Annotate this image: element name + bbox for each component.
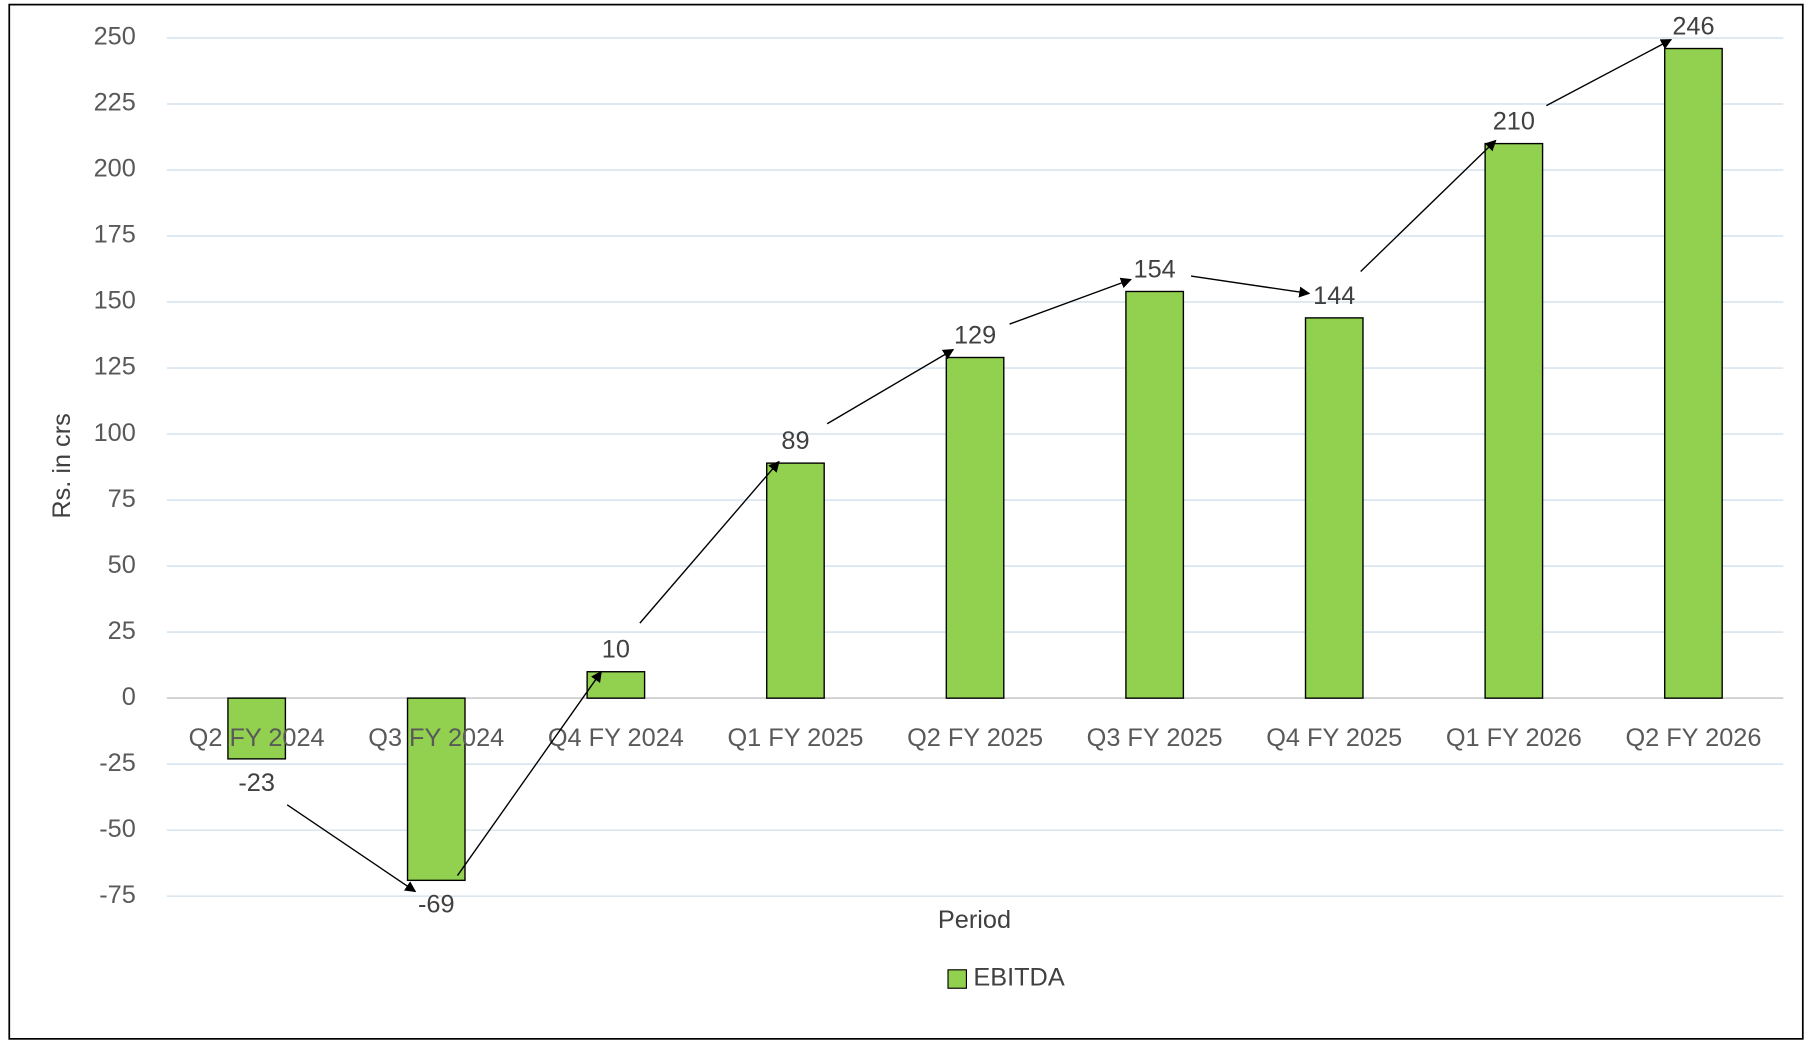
legend-swatch <box>947 969 967 989</box>
trend-arrow <box>1546 39 1673 107</box>
data-label: 246 <box>1672 13 1714 41</box>
bar <box>406 697 466 882</box>
y-tick-label: 100 <box>94 419 136 447</box>
bar <box>945 356 1005 699</box>
y-tick-label: -75 <box>99 881 136 909</box>
data-label: 89 <box>781 427 809 455</box>
y-tick-label: 0 <box>122 683 136 711</box>
data-label: 129 <box>954 321 996 349</box>
data-label: 154 <box>1134 255 1176 283</box>
data-label: -69 <box>418 890 455 918</box>
trend-arrow <box>456 670 602 876</box>
y-tick-label: 225 <box>94 89 136 117</box>
x-tick-label: Q3 FY 2025 <box>1087 724 1223 752</box>
data-label: 210 <box>1493 108 1535 136</box>
x-tick-label: Q3 FY 2024 <box>368 724 504 752</box>
data-label: 10 <box>602 636 630 664</box>
y-tick-label: 75 <box>108 485 136 513</box>
trend-arrow <box>1190 275 1311 298</box>
bar <box>227 697 287 760</box>
y-tick-label: 200 <box>94 155 136 183</box>
trend-arrow <box>826 349 955 425</box>
bar <box>766 462 825 699</box>
x-tick-label: Q1 FY 2025 <box>727 724 863 752</box>
x-tick-label: Q4 FY 2025 <box>1266 724 1402 752</box>
y-axis-title: Rs. in crs <box>48 413 76 518</box>
bar <box>1125 290 1185 699</box>
bar <box>1304 317 1364 699</box>
trend-arrow <box>286 804 417 893</box>
y-tick-label: 175 <box>94 221 136 249</box>
x-tick-label: Q4 FY 2024 <box>548 724 684 752</box>
bar <box>586 671 646 699</box>
x-tick-label: Q2 FY 2026 <box>1625 724 1761 752</box>
x-axis-title: Period <box>938 906 1011 934</box>
y-tick-label: 250 <box>94 23 136 51</box>
data-label: -23 <box>238 769 275 797</box>
trend-arrow <box>1009 277 1132 325</box>
x-tick-label: Q2 FY 2024 <box>189 724 325 752</box>
y-tick-label: -25 <box>99 749 136 777</box>
y-tick-label: 125 <box>94 353 136 381</box>
bar <box>1664 47 1723 699</box>
y-tick-label: -50 <box>99 815 136 843</box>
x-tick-label: Q2 FY 2025 <box>907 724 1043 752</box>
trend-arrow <box>639 460 780 624</box>
legend-label: EBITDA <box>973 964 1064 992</box>
trend-arrow <box>1360 139 1497 273</box>
x-tick-label: Q1 FY 2026 <box>1446 724 1582 752</box>
y-tick-label: 25 <box>108 617 136 645</box>
y-tick-label: 150 <box>94 287 136 315</box>
y-tick-label: 50 <box>108 551 136 579</box>
data-label: 144 <box>1313 282 1355 310</box>
bar <box>1484 142 1544 699</box>
